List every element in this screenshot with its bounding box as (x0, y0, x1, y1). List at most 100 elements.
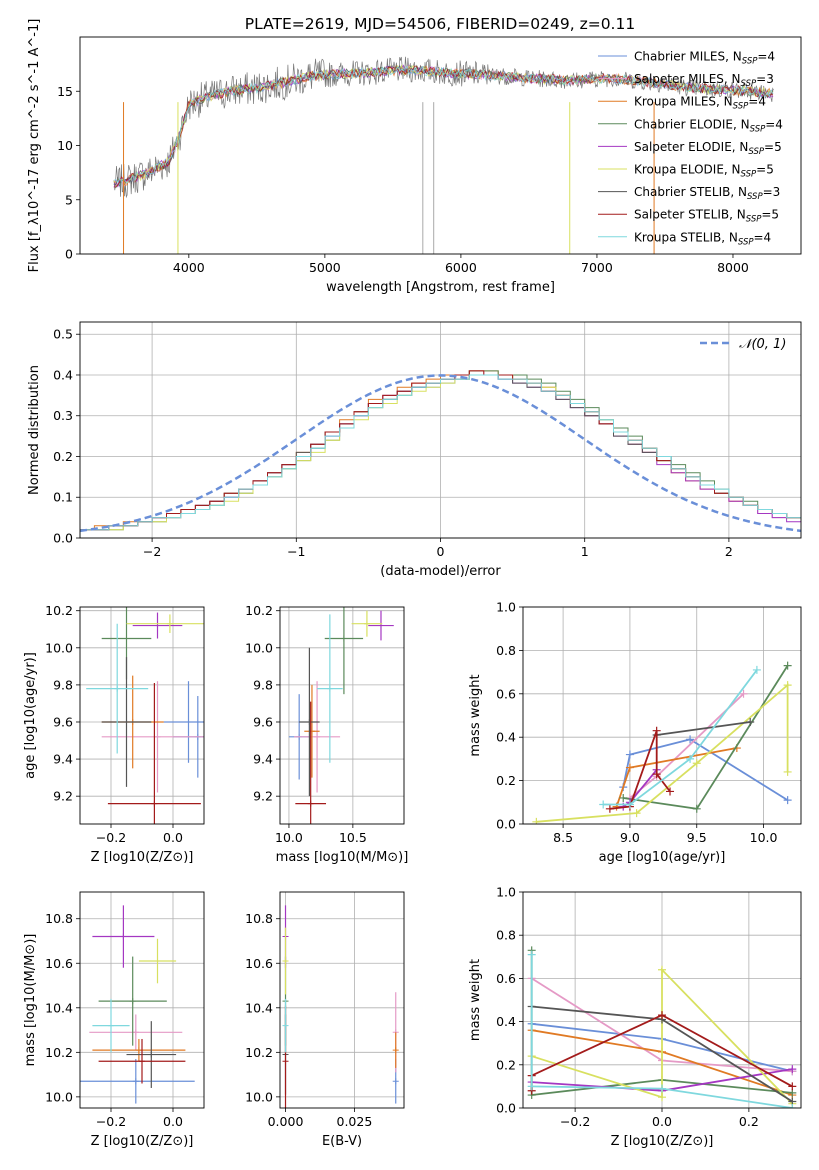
data-point (148, 1051, 155, 1058)
data-point (132, 1029, 139, 1036)
data-point (282, 958, 289, 965)
plot-area (80, 905, 195, 1104)
y-tick-label: 0.4 (53, 367, 73, 382)
y-tick-label: 9.4 (253, 752, 273, 767)
y-tick-label: 0.5 (53, 327, 73, 342)
y-tick-label: 0.3 (53, 408, 73, 423)
data-point (166, 620, 173, 627)
legend-label: Kroupa ELODIE, NSSP=5 (634, 163, 774, 180)
weight-point (605, 804, 614, 813)
x-tick-label: 4000 (173, 260, 205, 275)
y-tick-label: 0 (65, 247, 73, 262)
data-point (123, 718, 130, 725)
weight-line (622, 738, 789, 801)
y-tick-label: 0.8 (496, 643, 516, 658)
legend-label: 𝒩(0, 1) (739, 337, 786, 352)
axes-frame (79, 36, 802, 255)
weight-point (686, 735, 695, 744)
weight-point (739, 689, 748, 698)
legend-label: Chabrier ELODIE, NSSP=4 (634, 117, 783, 134)
y-axis-label: Normed distribution (27, 365, 42, 495)
legend-label: Chabrier STELIB, NSSP=3 (634, 185, 780, 202)
y-tick-label: 0.4 (496, 730, 516, 745)
y-tick-label: 1.0 (496, 885, 516, 900)
y-tick-label: 0.0 (53, 531, 73, 546)
legend-label: Salpeter ELODIE, NSSP=5 (634, 140, 782, 157)
x-axis-label: wavelength [Angstrom, rest frame] (326, 280, 555, 295)
y-tick-label: 9.8 (53, 677, 73, 692)
weight-line (530, 954, 793, 1108)
weight-point (625, 763, 634, 772)
y-axis-label: mass [log10(M/M⊙)] (23, 934, 38, 1067)
data-point (326, 685, 333, 692)
weight-line (603, 669, 758, 806)
chart-panel-2: −2 −1 0 1 2 0.0 0.1 0.2 0.3 0.4 0.5 (data-model)/er… (27, 321, 802, 579)
x-tick-label: −1 (287, 544, 305, 559)
data-point (123, 635, 130, 642)
data-point (282, 1058, 289, 1065)
legend-label: Salpeter STELIB, NSSP=5 (634, 208, 779, 225)
axes-frame (79, 606, 205, 825)
weight-point (658, 1084, 666, 1093)
x-tick-label: 6000 (445, 260, 477, 275)
chart-panel-1: 4000 5000 6000 7000 8000 0 5 10 15 wavelength [An… (27, 19, 802, 295)
axes-frame (279, 891, 405, 1109)
y-tick-label: 10.2 (45, 1045, 73, 1060)
data-point (154, 958, 161, 965)
y-tick-label: 10.0 (245, 640, 273, 655)
weight-point (692, 759, 701, 768)
data-point (282, 1022, 289, 1029)
axes-frame (79, 321, 802, 539)
weight-point (752, 665, 761, 674)
y-tick-label: 0.2 (496, 1057, 516, 1072)
data-point (154, 733, 161, 740)
x-tick-label: 0.000 (268, 1114, 304, 1129)
x-tick-label: 0.025 (337, 1114, 373, 1129)
y-tick-label: 9.4 (53, 752, 73, 767)
y-tick-label: 10 (57, 138, 73, 153)
y-tick-label: 0.8 (496, 928, 516, 943)
x-tick-label: 0.2 (739, 1114, 759, 1129)
data-point (132, 1078, 139, 1085)
y-tick-label: 0.0 (496, 817, 516, 832)
plot-area (80, 370, 801, 538)
plot-area (532, 661, 792, 824)
x-tick-label: −0.2 (96, 830, 126, 845)
data-point (120, 933, 127, 940)
data-point (363, 620, 370, 627)
axes-frame (279, 606, 405, 825)
y-tick-label: 10.2 (245, 1045, 273, 1060)
chart-panel-3: −0.2 0.0 9.2 9.4 9.6 9.8 10.0 10.2 Z [log10(Z/Z⊙… (23, 603, 205, 865)
plot-area (288, 607, 394, 824)
y-tick-label: 0.0 (496, 1101, 516, 1116)
x-axis-label: E(B-V) (322, 1134, 362, 1149)
y-tick-label: 10.0 (245, 1089, 273, 1104)
y-axis-label: age [log10(age/yr)] (23, 652, 38, 779)
weight-point (658, 965, 666, 974)
weight-point (783, 661, 792, 670)
y-tick-label: 9.2 (253, 789, 273, 804)
y-tick-label: 9.6 (53, 714, 73, 729)
weight-point (632, 809, 641, 818)
chart-panel-6: −0.2 0.0 10.0 10.2 10.4 10.6 10.8 Z [log10(Z/Z⊙… (23, 891, 205, 1149)
model-spectrum-line (113, 65, 774, 184)
plot-area (86, 607, 204, 824)
x-tick-label: 1 (581, 544, 589, 559)
x-axis-label: mass [log10(M/M⊙)] (276, 850, 409, 865)
figure-title: PLATE=2619, MJD=54506, FIBERID=0249, z=0… (245, 15, 635, 33)
legend-label: Salpeter MILES, NSSP=3 (634, 72, 774, 89)
weight-point (599, 800, 608, 809)
y-tick-label: 10.0 (45, 640, 73, 655)
plot-area (527, 946, 797, 1108)
weight-point (666, 787, 675, 796)
y-tick-label: 10.8 (245, 911, 273, 926)
weight-point (532, 817, 541, 824)
y-tick-label: 10.6 (45, 956, 73, 971)
weight-point (686, 754, 695, 763)
y-tick-label: 9.2 (53, 789, 73, 804)
y-tick-label: 9.8 (253, 677, 273, 692)
x-tick-label: −0.2 (560, 1114, 590, 1129)
y-tick-label: 9.6 (253, 714, 273, 729)
x-axis-label: (data-model)/error (380, 564, 501, 579)
normal-distribution-curve (80, 374, 801, 533)
